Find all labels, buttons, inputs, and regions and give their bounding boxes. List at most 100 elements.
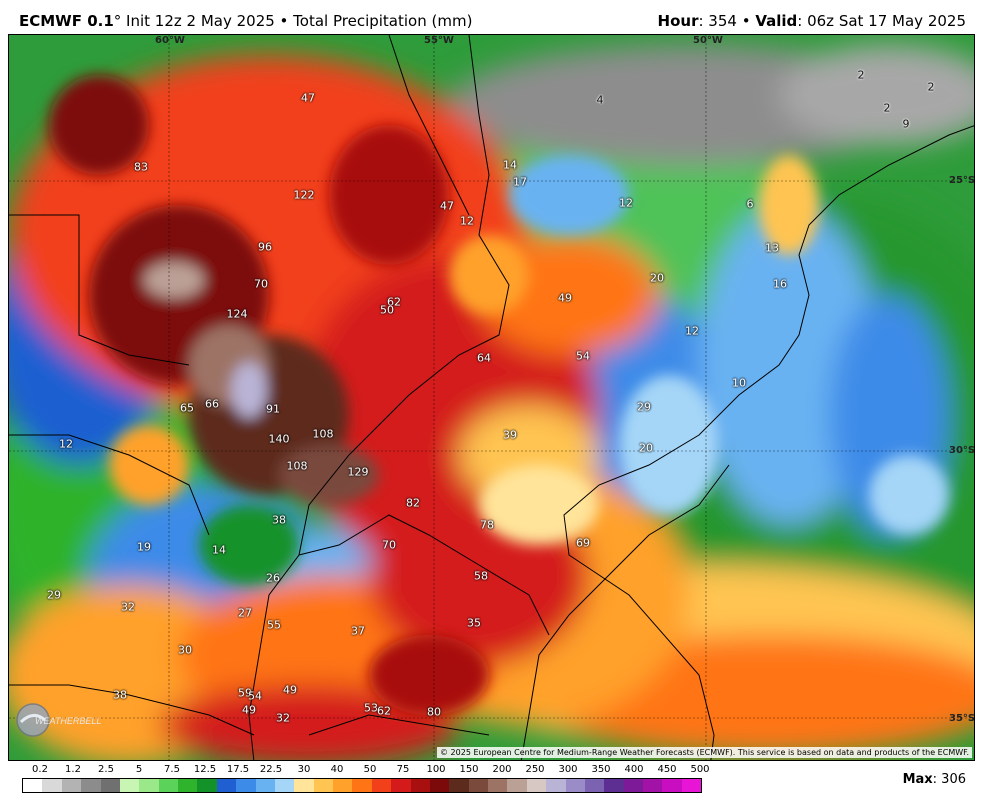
- grid-label-25s: 25°S: [949, 175, 975, 186]
- value-label: 49: [242, 703, 256, 717]
- value-label: 9: [902, 117, 910, 131]
- valid-value: : 06z Sat 17 May 2025: [797, 12, 966, 30]
- legend-swatch: [429, 779, 450, 792]
- value-label: 49: [558, 291, 572, 305]
- init-text: Init 12z 2 May 2025 • Total Precipitatio…: [121, 12, 473, 30]
- value-label: 6: [746, 197, 754, 211]
- value-label: 47: [440, 199, 454, 213]
- max-value: Max: 306: [903, 772, 966, 787]
- legend-level-label: 400: [624, 764, 644, 775]
- value-label: 80: [427, 705, 441, 719]
- value-label: 30: [178, 643, 192, 657]
- legend-swatch: [178, 779, 198, 792]
- legend-swatch: [643, 779, 663, 792]
- legend-swatch: [333, 779, 353, 792]
- legend-level-label: 75: [396, 764, 410, 775]
- precip-field: [9, 35, 974, 760]
- legend-swatch: [197, 779, 217, 792]
- value-label: 2: [927, 80, 935, 94]
- legend-swatch: [623, 779, 643, 792]
- value-label: 91: [266, 402, 280, 416]
- legend-swatch: [81, 779, 101, 792]
- value-label: 13: [765, 241, 779, 255]
- legend-swatch: [681, 779, 702, 792]
- logo-graphic: WEATHERBELL: [16, 703, 101, 737]
- legend-swatch: [584, 779, 605, 792]
- grid-label-50w: 50°W: [693, 35, 723, 46]
- legend-swatch: [313, 779, 333, 792]
- value-label: 124: [226, 307, 248, 321]
- legend-level-label: 40: [330, 764, 344, 775]
- degree-symbol: °: [113, 12, 122, 30]
- legend-swatch: [468, 779, 488, 792]
- valid-time: Hour: 354 • Valid: 06z Sat 17 May 2025: [658, 12, 966, 30]
- value-label: 70: [382, 538, 396, 552]
- legend-level-label: 50: [363, 764, 377, 775]
- value-label: 37: [351, 624, 365, 638]
- legend-swatch: [100, 779, 120, 792]
- value-label: 10: [732, 376, 746, 390]
- grid-label-55w: 55°W: [424, 35, 454, 46]
- legend-swatch: [391, 779, 411, 792]
- grid-label-60w: 60°W: [155, 35, 185, 46]
- value-label: 12: [59, 437, 73, 451]
- value-label: 38: [113, 688, 127, 702]
- valid-label: Valid: [755, 12, 798, 30]
- legend-level-label: 12.5: [193, 764, 217, 775]
- value-label: 14: [212, 543, 226, 557]
- value-label: 20: [639, 441, 653, 455]
- value-label: 12: [460, 214, 474, 228]
- model-name: ECMWF 0.1: [19, 12, 114, 30]
- legend-level-label: 250: [525, 764, 545, 775]
- value-label: 96: [258, 240, 272, 254]
- legend-swatch: [410, 779, 430, 792]
- weatherbell-logo: WEATHERBELL: [15, 700, 105, 740]
- legend-swatch: [565, 779, 585, 792]
- logo-text: WEATHERBELL: [35, 716, 101, 726]
- legend-swatch: [294, 779, 314, 792]
- legend-swatch: [216, 779, 237, 792]
- value-label: 108: [312, 427, 334, 441]
- max-number: : 306: [932, 772, 966, 787]
- value-label: 19: [137, 540, 151, 554]
- hour-label: Hour: [657, 12, 699, 30]
- legend-swatch: [662, 779, 682, 792]
- value-label: 66: [205, 397, 219, 411]
- legend-level-label: 2.5: [98, 764, 114, 775]
- legend-level-label: 350: [591, 764, 611, 775]
- legend-level-label: 7.5: [164, 764, 180, 775]
- value-label: 59: [238, 686, 252, 700]
- legend-level-label: 150: [459, 764, 479, 775]
- value-label: 47: [301, 91, 315, 105]
- value-label: 129: [347, 465, 369, 479]
- legend-swatch: [604, 779, 624, 792]
- value-label: 29: [47, 588, 61, 602]
- value-label: 49: [283, 683, 297, 697]
- value-label: 54: [248, 689, 262, 703]
- value-label: 20: [650, 271, 664, 285]
- value-label: 64: [477, 351, 491, 365]
- legend-level-label: 17.5: [226, 764, 250, 775]
- precipitation-map[interactable]: 60°W 55°W 50°W 25°S 30°S 35°S 47 83 122 …: [8, 34, 975, 761]
- max-label: Max: [902, 772, 933, 787]
- legend-swatch: [42, 779, 62, 792]
- legend-swatch: [139, 779, 159, 792]
- value-label: 108: [286, 459, 308, 473]
- map-title: ECMWF 0.1° Init 12z 2 May 2025 • Total P…: [19, 12, 472, 30]
- legend-level-label: 300: [558, 764, 578, 775]
- legend-level-label: 200: [492, 764, 512, 775]
- value-label: 82: [406, 496, 420, 510]
- legend-level-label: 22.5: [259, 764, 283, 775]
- value-label: 14: [503, 158, 517, 172]
- grid-label-30s: 30°S: [949, 445, 975, 456]
- value-label: 58: [474, 569, 488, 583]
- value-label: 12: [619, 196, 633, 210]
- grid-label-35s: 35°S: [949, 713, 975, 724]
- legend-swatch: [23, 779, 43, 792]
- value-label: 2: [857, 68, 865, 82]
- value-label: 62: [377, 704, 391, 718]
- value-label: 12: [685, 324, 699, 338]
- legend-level-label: 5: [135, 764, 143, 775]
- legend-swatch: [274, 779, 295, 792]
- legend-swatch: [526, 779, 547, 792]
